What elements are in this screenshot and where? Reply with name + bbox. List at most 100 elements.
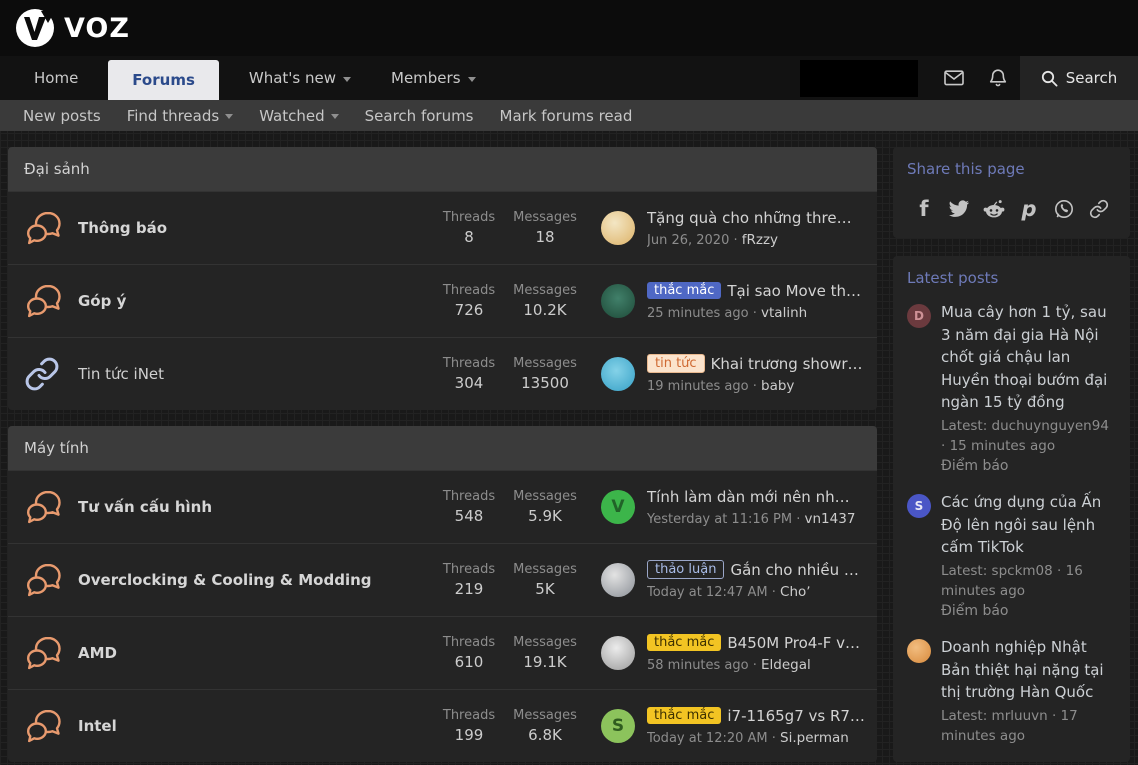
threads-count: 199 [454,726,484,744]
avatar[interactable]: S [907,494,931,518]
messages-label: Messages [513,635,577,650]
messages-stat: Messages 13500 [505,356,585,392]
prefix-badge[interactable]: thắc mắc [647,282,722,299]
chevron-down-icon [467,76,476,82]
forum-title[interactable]: Tư vấn cấu hình [78,498,213,516]
prefix-badge[interactable]: tin tức [647,354,705,373]
nav-members[interactable]: Members [371,56,496,100]
subnav-watched[interactable]: Watched [246,107,351,125]
search-button[interactable]: Search [1020,56,1138,100]
pinterest-icon[interactable]: p [1021,197,1037,221]
threads-count: 726 [454,301,484,319]
forum-title[interactable]: Intel [78,717,117,735]
facebook-icon[interactable]: f [919,197,929,221]
forum-title[interactable]: Thông báo [78,219,168,237]
forum-title[interactable]: Tin tức iNet [78,365,165,383]
avatar[interactable]: V [601,490,635,524]
nav-forums[interactable]: Forums [108,60,219,100]
latest-post-forum[interactable]: Điểm báo [941,603,1009,619]
threads-count: 304 [454,374,484,392]
forum-list-column: Đại sảnh Thông báo Threads 8 Messages 18 [8,147,877,765]
last-thread-title[interactable]: i7-1165g7 vs R7… [727,706,865,725]
messages-label: Messages [513,489,577,504]
avatar[interactable] [601,563,635,597]
prefix-badge[interactable]: thảo luận [647,560,725,579]
last-post-time: Today at 12:47 AM · [647,585,776,600]
search-icon [1041,70,1058,87]
avatar[interactable] [601,636,635,670]
subnav-mark-forums-read[interactable]: Mark forums read [487,107,646,125]
subnav-find-threads-label: Find threads [126,106,220,125]
last-post-user[interactable]: baby [761,378,795,394]
page-content: Đại sảnh Thông báo Threads 8 Messages 18 [0,131,1138,765]
latest-post-title[interactable]: Doanh nghiệp Nhật Bản thiệt hại nặng tại… [941,638,1104,701]
reddit-icon[interactable] [983,198,1005,220]
last-post-user[interactable]: vn1437 [804,510,856,527]
last-post-time: Jun 26, 2020 · [647,232,738,248]
avatar[interactable]: D [907,304,931,328]
bell-icon [989,68,1007,88]
avatar[interactable] [601,211,635,245]
forum-title[interactable]: Góp ý [78,292,127,310]
chat-bubbles-icon [24,211,78,245]
last-thread-title[interactable]: Gắn cho nhiều … [730,560,859,579]
avatar[interactable]: S [601,709,635,743]
whatsapp-icon[interactable] [1053,198,1075,220]
last-post-user[interactable]: Eldegal [761,656,811,673]
last-post-user[interactable]: Choʼ [780,584,811,600]
avatar[interactable] [907,639,931,663]
chat-bubbles-icon [24,284,78,318]
avatar[interactable] [601,357,635,391]
subnav-new-posts[interactable]: New posts [10,107,114,125]
threads-stat: Threads 219 [433,562,505,598]
share-this-page-block: Share this page f [893,147,1130,238]
last-post-time: Yesterday at 11:16 PM · [647,511,801,527]
latest-post-title[interactable]: Các ứng dụng của Ấn Độ lên ngôi sau lệnh… [941,493,1102,556]
latest-post-meta: Latest: spckm08 · 16 minutes ago [941,562,1083,599]
latest-posts-title[interactable]: Latest posts [907,269,999,287]
category-header[interactable]: Máy tính [8,426,877,470]
last-post-info: thắc mắc i7-1165g7 vs R7… Today at 12:20… [647,707,865,746]
latest-post-title[interactable]: Mua cây hơn 1 tỷ, sau 3 năm đại gia Hà N… [941,303,1108,411]
last-post-user[interactable]: fRzzy [741,231,779,248]
threads-label: Threads [442,356,496,371]
last-post-info: Tặng quà cho những thre… Jun 26, 2020 · … [647,209,865,248]
last-thread-title[interactable]: B450M Pro4-F v… [727,633,861,652]
messages-stat: Messages 19.1K [505,635,585,671]
site-header: VOZ [0,0,1138,56]
nav-home[interactable]: Home [14,56,98,100]
share-link-icon[interactable] [1088,198,1110,220]
category-title: Máy tính [24,439,89,457]
sub-navbar: New posts Find threads Watched Search fo… [0,100,1138,131]
forum-title[interactable]: Overclocking & Cooling & Modding [78,571,372,589]
prefix-badge[interactable]: thắc mắc [647,707,722,724]
last-post-user[interactable]: Si.perman [780,729,849,746]
voz-logo-icon [14,7,56,49]
forum-row-tu-van-cau-hinh: Tư vấn cấu hình Threads 548 Messages 5.9… [8,470,877,543]
inbox-button[interactable] [932,56,976,100]
prefix-badge[interactable]: thắc mắc [647,634,722,651]
last-post-user[interactable]: vtalinh [761,304,808,321]
last-thread-title[interactable]: Tặng quà cho những thre… [647,208,852,227]
subnav-find-threads[interactable]: Find threads [114,107,246,125]
avatar[interactable] [601,284,635,318]
last-thread-title[interactable]: Tính làm dàn mới nên nh… [647,487,850,506]
last-thread-title[interactable]: Tại sao Move th… [727,281,861,300]
twitter-icon[interactable] [948,198,970,220]
share-title[interactable]: Share this page [907,160,1025,178]
forum-title[interactable]: AMD [78,644,117,662]
threads-stat: Threads 726 [433,283,505,319]
search-label: Search [1065,69,1118,87]
redacted-username-box [800,59,918,97]
threads-stat: Threads 610 [433,635,505,671]
subnav-search-forums[interactable]: Search forums [352,107,487,125]
messages-count: 10.2K [523,301,567,319]
category-header[interactable]: Đại sảnh [8,147,877,191]
subnav-search-forums-label: Search forums [364,106,474,125]
last-thread-title[interactable]: Khai trương showr… [710,354,863,373]
latest-post-forum[interactable]: Điểm báo [941,458,1009,474]
forum-row-tin-tuc-inet: Tin tức iNet Threads 304 Messages 13500 … [8,337,877,410]
nav-whats-new[interactable]: What's new [229,56,371,100]
voz-logo[interactable]: VOZ [14,7,130,49]
alerts-button[interactable] [976,56,1020,100]
